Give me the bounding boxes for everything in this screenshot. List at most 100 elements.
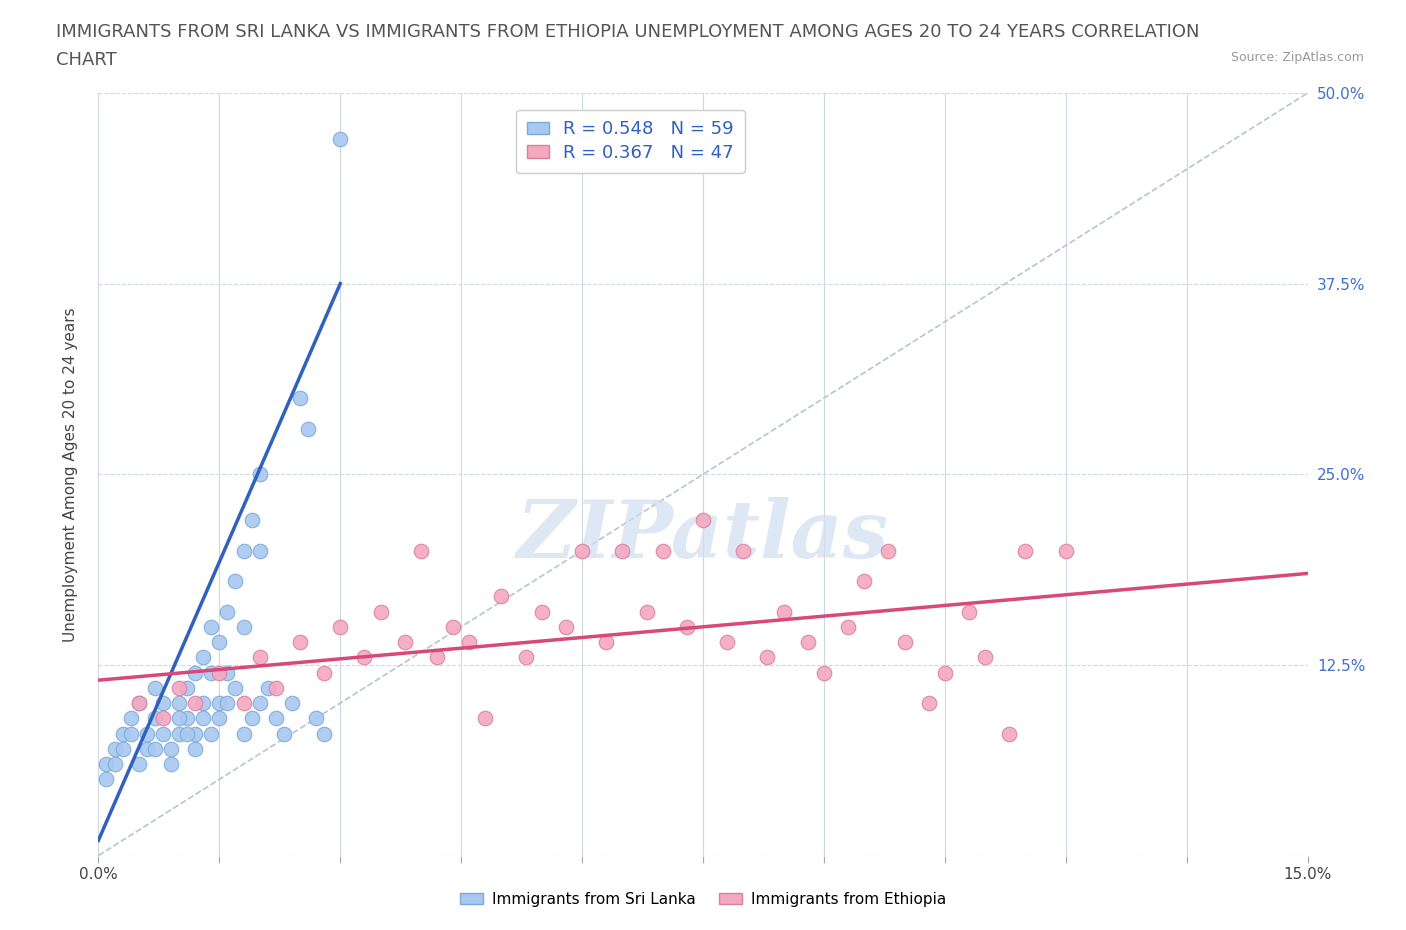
Point — [128, 696, 150, 711]
Point — [232, 619, 254, 634]
Point — [797, 634, 820, 649]
Point — [692, 512, 714, 527]
Point — [918, 696, 941, 711]
Point — [96, 772, 118, 787]
Point — [135, 726, 157, 741]
Point — [167, 681, 190, 696]
Text: IMMIGRANTS FROM SRI LANKA VS IMMIGRANTS FROM ETHIOPIA UNEMPLOYMENT AMONG AGES 20: IMMIGRANTS FROM SRI LANKA VS IMMIGRANTS … — [56, 23, 1199, 41]
Point — [208, 634, 231, 649]
Point — [240, 711, 263, 725]
Point — [974, 650, 997, 665]
Point — [152, 726, 174, 741]
Point — [143, 711, 166, 725]
Point — [167, 696, 190, 711]
Point — [249, 696, 271, 711]
Point — [103, 741, 125, 756]
Point — [208, 665, 231, 680]
Point — [176, 681, 198, 696]
Point — [716, 634, 738, 649]
Point — [176, 711, 198, 725]
Point — [370, 604, 392, 619]
Point — [224, 681, 246, 696]
Point — [474, 711, 496, 725]
Point — [249, 650, 271, 665]
Point — [676, 619, 699, 634]
Point — [167, 711, 190, 725]
Point — [264, 681, 287, 696]
Point — [264, 711, 287, 725]
Point — [111, 741, 134, 756]
Text: Source: ZipAtlas.com: Source: ZipAtlas.com — [1230, 51, 1364, 64]
Point — [224, 574, 246, 589]
Point — [143, 741, 166, 756]
Point — [208, 696, 231, 711]
Point — [281, 696, 304, 711]
Point — [208, 711, 231, 725]
Point — [636, 604, 658, 619]
Point — [176, 726, 198, 741]
Point — [120, 726, 142, 741]
Point — [458, 634, 481, 649]
Point — [143, 681, 166, 696]
Point — [893, 634, 915, 649]
Point — [249, 467, 271, 482]
Point — [772, 604, 794, 619]
Point — [837, 619, 859, 634]
Point — [184, 665, 207, 680]
Point — [314, 665, 336, 680]
Point — [353, 650, 375, 665]
Point — [595, 634, 617, 649]
Point — [813, 665, 835, 680]
Point — [426, 650, 449, 665]
Point — [288, 634, 311, 649]
Point — [329, 619, 352, 634]
Point — [193, 650, 215, 665]
Point — [256, 681, 278, 696]
Point — [297, 421, 319, 436]
Point — [96, 757, 118, 772]
Point — [394, 634, 416, 649]
Point — [232, 696, 254, 711]
Legend: R = 0.548   N = 59, R = 0.367   N = 47: R = 0.548 N = 59, R = 0.367 N = 47 — [516, 110, 745, 173]
Point — [1014, 543, 1036, 558]
Point — [217, 604, 239, 619]
Point — [314, 726, 336, 741]
Y-axis label: Unemployment Among Ages 20 to 24 years: Unemployment Among Ages 20 to 24 years — [63, 307, 77, 642]
Point — [193, 696, 215, 711]
Point — [160, 741, 183, 756]
Legend: Immigrants from Sri Lanka, Immigrants from Ethiopia: Immigrants from Sri Lanka, Immigrants fr… — [454, 886, 952, 913]
Point — [217, 696, 239, 711]
Text: ZIPatlas: ZIPatlas — [517, 497, 889, 574]
Point — [200, 726, 222, 741]
Point — [120, 711, 142, 725]
Point — [111, 726, 134, 741]
Point — [934, 665, 956, 680]
Point — [756, 650, 779, 665]
Point — [152, 711, 174, 725]
Point — [555, 619, 578, 634]
Point — [1054, 543, 1077, 558]
Point — [998, 726, 1021, 741]
Text: CHART: CHART — [56, 51, 117, 69]
Point — [167, 726, 190, 741]
Point — [273, 726, 295, 741]
Point — [853, 574, 876, 589]
Point — [193, 711, 215, 725]
Point — [232, 726, 254, 741]
Point — [329, 131, 352, 146]
Point — [409, 543, 432, 558]
Point — [288, 391, 311, 405]
Point — [152, 696, 174, 711]
Point — [184, 696, 207, 711]
Point — [217, 665, 239, 680]
Point — [530, 604, 553, 619]
Point — [571, 543, 593, 558]
Point — [103, 757, 125, 772]
Point — [491, 589, 513, 604]
Point — [128, 696, 150, 711]
Point — [160, 757, 183, 772]
Point — [184, 741, 207, 756]
Point — [240, 512, 263, 527]
Point — [135, 741, 157, 756]
Point — [200, 619, 222, 634]
